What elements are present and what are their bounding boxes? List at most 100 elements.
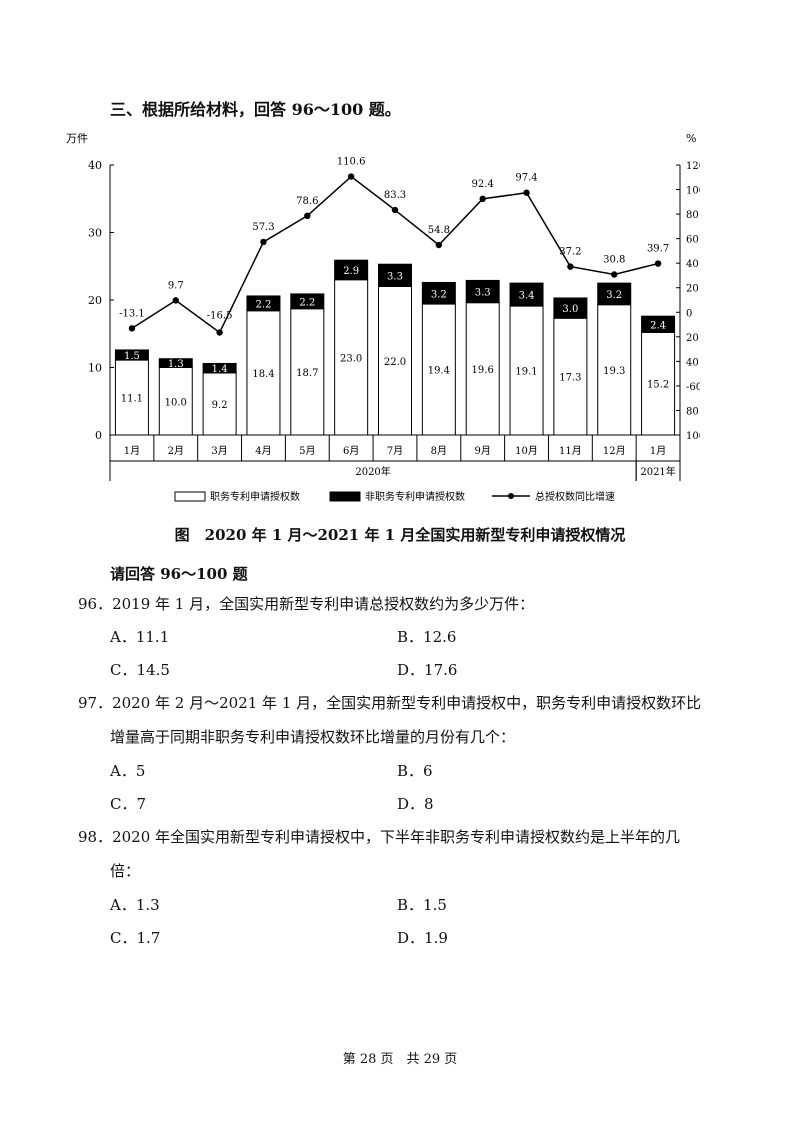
- bar-non-service-label: 3.2: [431, 289, 447, 300]
- question-96-option-b[interactable]: B．12.6: [397, 628, 457, 646]
- question-98-text: 98．2020 年全国实用新型专利申请授权中，下半年非职务专利申请授权数约是上半…: [78, 828, 681, 846]
- bar-service-label: 19.3: [603, 366, 625, 377]
- right-tick-label: 20: [686, 333, 699, 344]
- growth-label: 97.4: [515, 173, 537, 184]
- month-label: 9月: [475, 445, 491, 457]
- question-96-option-c[interactable]: C．14.5: [110, 661, 170, 679]
- question-96-option-a[interactable]: A．11.1: [110, 628, 170, 646]
- question-97-text: 97．2020 年 2 月～2021 年 1 月，全国实用新型专利申请授权中，职…: [78, 694, 702, 712]
- bar-service-label: 19.1: [515, 367, 537, 378]
- growth-label: 83.3: [384, 190, 406, 201]
- legend-label-non-service: 非职务专利申请授权数: [365, 490, 465, 503]
- bar-non-service: [246, 295, 281, 312]
- bar-service-label: 9.2: [212, 400, 228, 411]
- right-tick-label: 100: [686, 186, 700, 197]
- right-tick-label: 60: [686, 235, 699, 246]
- bar-service: [421, 303, 456, 436]
- figure-caption: 图 2020 年 1 月～2021 年 1 月全国实用新型专利申请授权情况: [174, 526, 626, 544]
- question-98-option-c[interactable]: C．1.7: [110, 929, 161, 947]
- question-97-option-d[interactable]: D．8: [397, 795, 434, 813]
- bar-non-service-label: 2.9: [343, 266, 359, 277]
- legend-marker-growth: [508, 493, 514, 499]
- bar-service: [641, 331, 676, 436]
- left-tick-label: 0: [95, 429, 102, 442]
- bar-service-label: 23.0: [340, 353, 362, 364]
- growth-label: 78.6: [296, 196, 318, 207]
- month-label: 6月: [343, 445, 359, 457]
- growth-label: 54.8: [428, 225, 450, 236]
- growth-point: [523, 189, 530, 196]
- right-tick-label: 20: [686, 284, 699, 295]
- bar-service: [202, 372, 237, 436]
- growth-point: [567, 263, 574, 270]
- bar-non-service: [290, 293, 325, 310]
- bar-non-service: [553, 297, 588, 319]
- right-tick-label: 120: [686, 161, 700, 172]
- bar-non-service: [202, 362, 237, 374]
- month-label: 1月: [124, 445, 140, 457]
- growth-label: 92.4: [472, 179, 494, 190]
- bar-service: [465, 302, 500, 436]
- bar-non-service-label: 1.4: [212, 364, 228, 375]
- bar-non-service: [334, 259, 369, 281]
- bar-non-service-label: 3.3: [475, 288, 491, 299]
- right-tick-label: 80: [686, 406, 699, 417]
- growth-point: [216, 329, 223, 336]
- bar-non-service: [114, 349, 149, 361]
- month-label: 1月: [650, 445, 666, 457]
- right-tick-label: 100: [686, 431, 700, 442]
- month-label: 10月: [515, 445, 538, 457]
- bar-service-label: 18.4: [252, 369, 274, 380]
- month-label: 7月: [387, 445, 403, 457]
- year-label: 2021年: [640, 465, 675, 478]
- patent-chart: 万件% 0 10 20 30 40 100 80 -60 40 20 0 20 40 60 80 100 120 1…: [66, 132, 700, 503]
- growth-label: 110.6: [337, 157, 366, 168]
- bar-service: [334, 279, 369, 436]
- growth-point: [260, 238, 267, 246]
- bar-service-label: 22.0: [384, 357, 406, 368]
- growth-label: 30.8: [603, 254, 625, 265]
- growth-label: 39.7: [647, 244, 669, 255]
- question-97-option-b[interactable]: B．6: [397, 762, 433, 780]
- bar-service-label: 19.4: [428, 366, 450, 377]
- growth-point: [479, 195, 486, 203]
- bar-non-service-label: 3.0: [562, 304, 578, 315]
- bar-service-label: 11.1: [121, 394, 143, 405]
- growth-point: [172, 297, 179, 304]
- left-axis-unit: 万件: [66, 132, 88, 145]
- question-97-text-cont: 增量高于同期非职务专利申请授权数环比增量的月份有几个：: [110, 728, 516, 746]
- bar-non-service: [158, 358, 193, 369]
- legend-label-growth: 总授权数同比增速: [535, 490, 615, 503]
- growth-point: [654, 260, 662, 267]
- legend-swatch-non-service: [329, 491, 361, 502]
- growth-point: [347, 173, 355, 180]
- bar-service: [509, 305, 544, 436]
- question-96-option-d[interactable]: D．17.6: [397, 661, 458, 679]
- bar-service-label: 19.6: [472, 365, 494, 376]
- bar-non-service-label: 1.3: [168, 359, 184, 370]
- growth-label: 57.3: [252, 222, 274, 233]
- growth-point: [391, 206, 399, 214]
- growth-label: -16.5: [207, 311, 233, 322]
- left-tick-label: 40: [88, 159, 102, 172]
- bar-service: [553, 317, 588, 436]
- month-label: 2月: [168, 445, 184, 457]
- legend-label-service: 职务专利申请授权数: [210, 490, 300, 503]
- right-tick-label: 0: [686, 308, 692, 319]
- question-97-option-c[interactable]: C．7: [110, 795, 147, 813]
- bar-service: [158, 367, 193, 436]
- month-label: 11月: [559, 445, 582, 457]
- question-97-option-a[interactable]: A．5: [110, 762, 146, 780]
- question-98-option-d[interactable]: D．1.9: [397, 929, 448, 947]
- bar-non-service-label: 3.4: [519, 291, 535, 302]
- question-98-option-a[interactable]: A．1.3: [110, 896, 160, 914]
- question-98-option-b[interactable]: B．1.5: [397, 896, 447, 914]
- bar-service-label: 15.2: [647, 380, 669, 391]
- right-tick-label: 80: [686, 210, 699, 221]
- month-label: 8月: [431, 445, 447, 457]
- growth-label: -13.1: [119, 308, 145, 319]
- month-label: 3月: [211, 445, 227, 457]
- bar-non-service: [421, 281, 456, 305]
- right-tick-label: 40: [686, 357, 699, 368]
- bar-non-service-label: 2.2: [256, 299, 272, 310]
